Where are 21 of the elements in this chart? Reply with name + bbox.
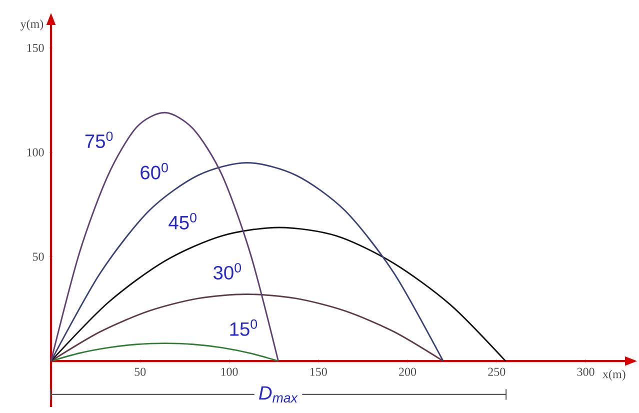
x-tick-label: 300	[577, 368, 594, 376]
y-tick-label: 50	[32, 252, 44, 261]
x-tick-label: 250	[488, 368, 506, 376]
series-label: 15$^{0}$	[230, 319, 258, 336]
series-label: 30$^{0}$	[213, 263, 242, 280]
x-axis-title: x(m)	[602, 370, 626, 381]
x-tick-label: 200	[399, 368, 416, 376]
line-series	[50, 162, 444, 362]
y-tick-label: 100	[27, 148, 44, 156]
series-label: 60$^{0}$	[140, 162, 168, 180]
series-label: 75$^{0}$	[85, 132, 113, 148]
x-tick-label: 150	[310, 368, 327, 376]
y-tick-label: 150	[27, 44, 44, 52]
series-label: 45$^{0}$	[168, 212, 196, 230]
line-series	[50, 342, 280, 362]
y-axis-title: y(m)	[20, 20, 44, 30]
line-series	[50, 112, 280, 362]
line-series	[50, 294, 444, 362]
x-tick-label: 50	[134, 368, 146, 376]
annotation: D$_{max}$	[259, 386, 298, 403]
x-tick-label: 100	[221, 368, 238, 376]
